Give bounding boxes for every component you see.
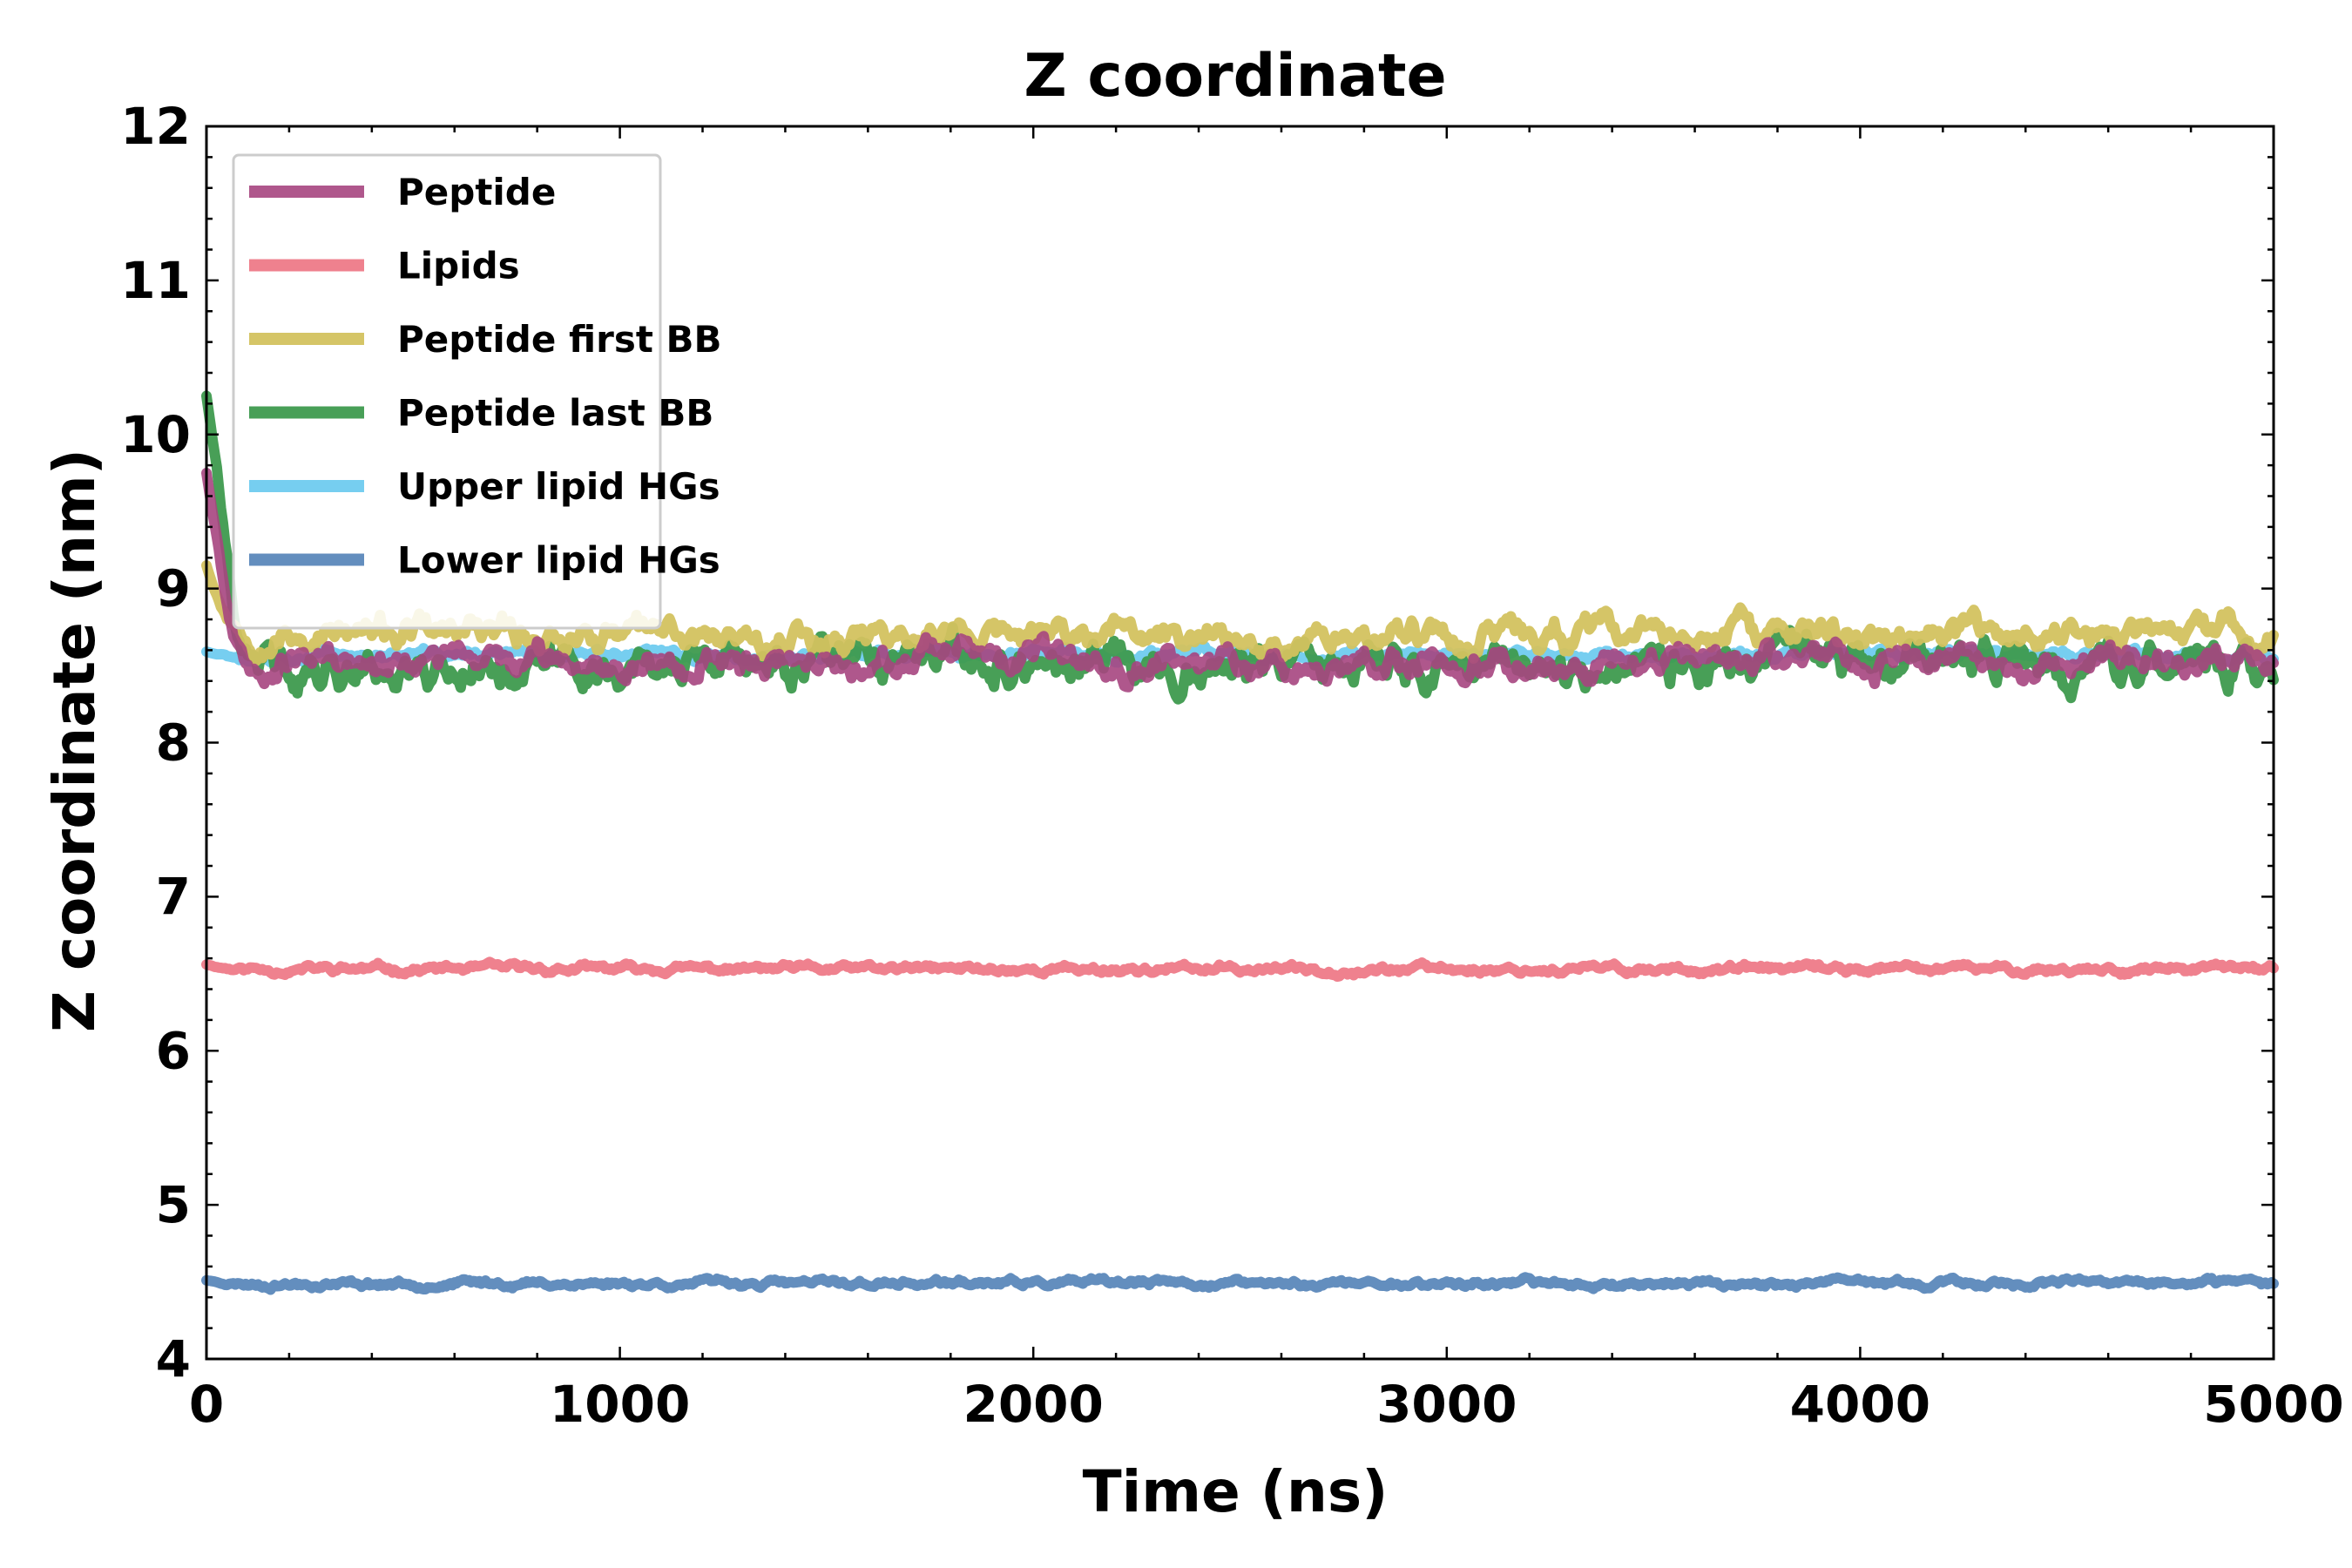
y-tick-label: 9: [156, 559, 191, 618]
legend-entry: Lower lipid HGs: [249, 539, 720, 582]
x-tick-label: 5000: [2203, 1375, 2343, 1434]
legend-entry: Upper lipid HGs: [249, 465, 720, 508]
series-layer: [201, 390, 2279, 1295]
x-tick-label: 3000: [1376, 1375, 1517, 1434]
legend-label: Peptide last BB: [397, 392, 713, 435]
y-tick-label: 4: [156, 1329, 191, 1389]
x-axis-label: Time (ns): [1083, 1458, 1389, 1525]
legend-label: Peptide: [397, 171, 556, 213]
y-axis-label: Z coordinate (nm): [41, 449, 108, 1032]
x-tick-label: 4000: [1790, 1375, 1930, 1434]
x-tick-label: 1000: [550, 1375, 690, 1434]
legend-entry: Peptide: [249, 171, 556, 213]
legend-box: [232, 153, 662, 630]
y-tick-label: 6: [156, 1021, 191, 1080]
legend-entry: Peptide first BB: [249, 318, 722, 361]
y-tick-label: 11: [120, 251, 191, 310]
x-tick-label: 2000: [963, 1375, 1103, 1434]
x-tick-label: 0: [189, 1375, 224, 1434]
series-line-1: [201, 1272, 2279, 1295]
legend-entry: Peptide last BB: [249, 392, 713, 435]
legend-label: Lower lipid HGs: [397, 539, 720, 582]
chart-title: Z coordinate: [1024, 42, 1446, 111]
legend-label: Lipids: [397, 245, 520, 287]
legend-entry: Lipids: [249, 245, 520, 287]
y-tick-label: 5: [156, 1175, 191, 1234]
series-line-4: [201, 560, 2279, 666]
y-tick-label: 10: [120, 405, 191, 464]
y-tick-label: 12: [120, 97, 191, 156]
plot-frame: [205, 125, 2275, 1361]
legend-items: Peptide Lipids Peptide first BB Peptide las…: [249, 171, 722, 582]
legend: Peptide Lipids Peptide first BB Peptide las…: [232, 153, 722, 630]
legend-label: Upper lipid HGs: [397, 465, 720, 508]
series-line-0: [201, 956, 2279, 982]
legend-label: Peptide first BB: [397, 318, 722, 361]
y-tick-label: 7: [156, 867, 191, 926]
tick-layer: 0 1000 2000 3000 4000 5000 4 5 6 7 8 9 10 11 12: [120, 97, 2343, 1434]
series-line-5: [201, 468, 2279, 693]
plot-area: 0 1000 2000 3000 4000 5000 4 5 6 7 8 9 10 11 12: [120, 97, 2343, 1434]
y-tick-label: 8: [156, 713, 191, 773]
